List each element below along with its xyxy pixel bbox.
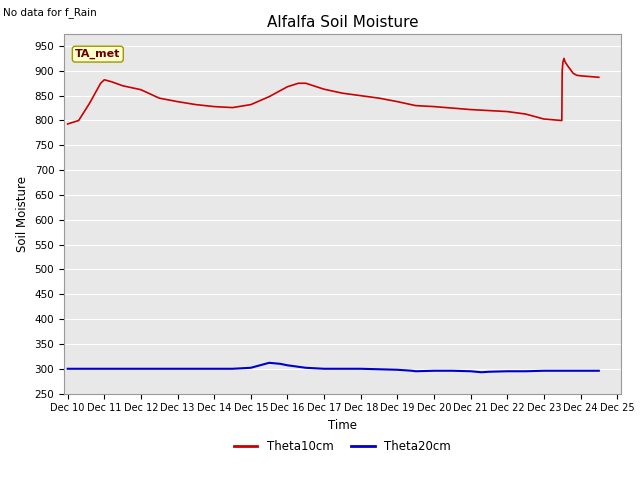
Theta10cm — [557, 118, 565, 123]
Theta10cm — [108, 79, 115, 84]
Theta10cm — [504, 108, 511, 114]
Theta10cm — [449, 105, 456, 111]
Theta20cm — [485, 369, 493, 374]
Legend: Theta10cm, Theta20cm: Theta10cm, Theta20cm — [229, 435, 456, 458]
Y-axis label: Soil Moisture: Soil Moisture — [16, 176, 29, 252]
Theta10cm — [522, 111, 529, 117]
Theta20cm — [375, 366, 383, 372]
Theta10cm — [412, 103, 419, 108]
Theta20cm — [294, 364, 302, 370]
Theta10cm — [560, 56, 568, 61]
Theta20cm — [320, 366, 328, 372]
Line: Theta20cm: Theta20cm — [68, 363, 599, 372]
Theta20cm — [258, 362, 266, 368]
Theta10cm — [558, 68, 566, 74]
Theta10cm — [156, 95, 163, 101]
Theta10cm — [97, 80, 104, 86]
Theta20cm — [119, 366, 127, 372]
Theta20cm — [430, 368, 438, 373]
Theta20cm — [276, 361, 284, 367]
Theta20cm — [266, 360, 273, 366]
Theta10cm — [100, 77, 108, 83]
Theta20cm — [302, 365, 310, 371]
Theta10cm — [137, 87, 145, 93]
Theta10cm — [339, 90, 346, 96]
Theta20cm — [137, 366, 145, 372]
Theta20cm — [412, 368, 419, 374]
Theta20cm — [394, 367, 401, 372]
Theta20cm — [82, 366, 90, 372]
Theta10cm — [566, 65, 573, 71]
Theta20cm — [522, 368, 529, 374]
Theta20cm — [211, 366, 218, 372]
Theta20cm — [173, 366, 181, 372]
Theta20cm — [357, 366, 365, 372]
Text: No data for f_Rain: No data for f_Rain — [3, 7, 97, 18]
Theta20cm — [595, 368, 603, 373]
Theta20cm — [156, 366, 163, 372]
Theta10cm — [211, 104, 218, 109]
Theta10cm — [375, 95, 383, 101]
Theta20cm — [408, 368, 416, 373]
Theta10cm — [294, 80, 302, 86]
Theta10cm — [302, 80, 310, 86]
Text: TA_met: TA_met — [75, 49, 120, 59]
Theta10cm — [540, 116, 548, 122]
Theta10cm — [357, 93, 365, 98]
Theta20cm — [504, 368, 511, 374]
Theta20cm — [192, 366, 200, 372]
Theta10cm — [284, 84, 291, 90]
Theta20cm — [540, 368, 548, 373]
Theta10cm — [75, 118, 83, 123]
Theta10cm — [247, 102, 255, 108]
Theta10cm — [467, 107, 474, 112]
Theta10cm — [559, 59, 567, 65]
Theta20cm — [467, 368, 474, 374]
Theta20cm — [339, 366, 346, 372]
Theta10cm — [430, 104, 438, 109]
Theta20cm — [228, 366, 236, 372]
Theta10cm — [558, 118, 566, 123]
Theta10cm — [561, 59, 569, 65]
Theta10cm — [86, 100, 93, 106]
Theta20cm — [558, 368, 566, 373]
Theta20cm — [284, 362, 291, 368]
Theta20cm — [100, 366, 108, 372]
Theta20cm — [577, 368, 584, 373]
Theta10cm — [119, 83, 127, 89]
Theta20cm — [477, 370, 486, 375]
Theta10cm — [573, 72, 580, 78]
Theta10cm — [320, 86, 328, 92]
Theta20cm — [449, 368, 456, 373]
Theta10cm — [266, 94, 273, 99]
Theta20cm — [247, 365, 255, 371]
Theta10cm — [485, 108, 493, 113]
Theta10cm — [564, 63, 572, 69]
Line: Theta10cm: Theta10cm — [68, 59, 599, 124]
Theta10cm — [595, 74, 603, 80]
Theta10cm — [394, 99, 401, 105]
Theta20cm — [64, 366, 72, 372]
Theta10cm — [577, 73, 584, 79]
Title: Alfalfa Soil Moisture: Alfalfa Soil Moisture — [267, 15, 418, 30]
Theta10cm — [173, 99, 181, 105]
Theta10cm — [64, 121, 72, 127]
Theta10cm — [192, 102, 200, 108]
Theta10cm — [228, 105, 236, 110]
X-axis label: Time: Time — [328, 419, 357, 432]
Theta10cm — [570, 71, 577, 76]
